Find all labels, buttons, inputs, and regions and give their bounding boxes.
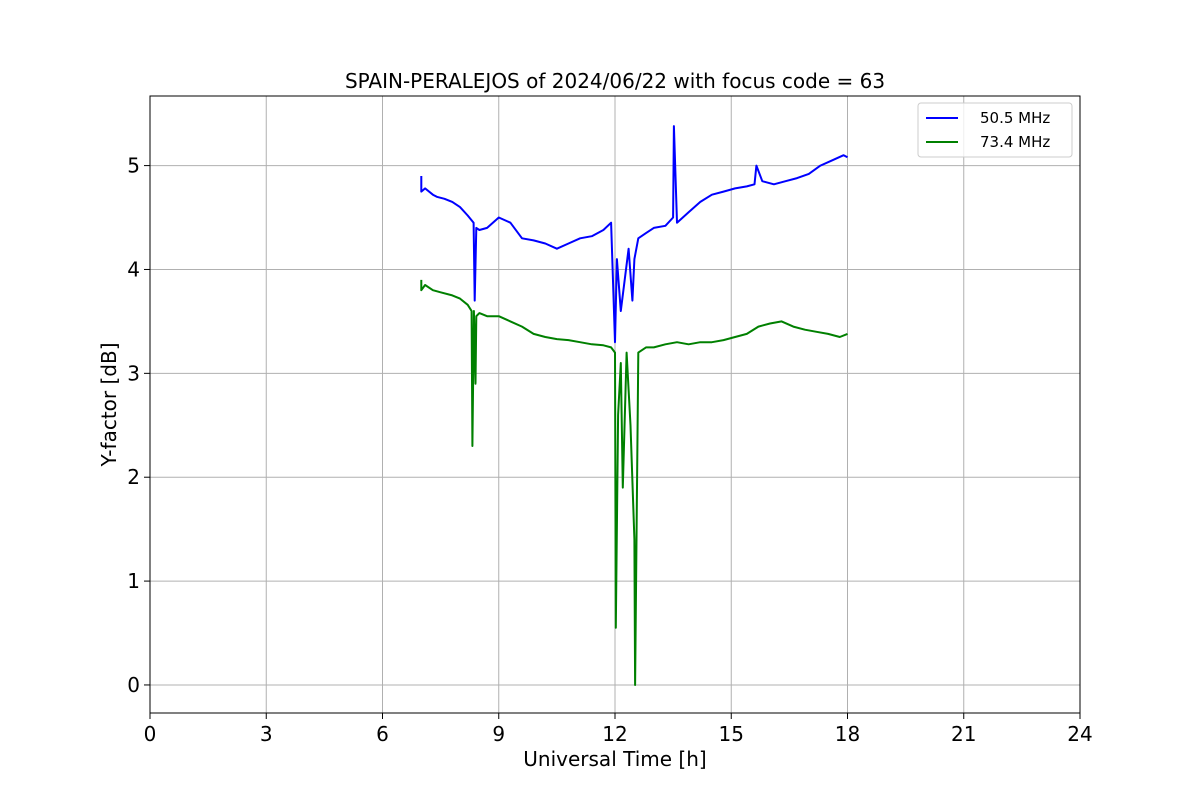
y-tick-label: 4: [127, 257, 140, 281]
x-tick-label: 18: [835, 722, 860, 746]
legend-label: 73.4 MHz: [980, 133, 1050, 151]
legend: 50.5 MHz 73.4 MHz: [917, 102, 1073, 158]
y-axis-label: Y-factor [dB]: [97, 342, 121, 467]
legend-box: [917, 102, 1073, 158]
x-tick-label: 6: [376, 722, 389, 746]
series-layer: [420, 125, 848, 686]
x-tick-label: 15: [719, 722, 744, 746]
y-tick-label: 0: [127, 673, 140, 697]
y-tick-label: 3: [127, 361, 140, 385]
x-tick-label: 0: [144, 722, 157, 746]
series-line-73-4-mhz: [420, 279, 848, 686]
y-tick-label: 5: [127, 154, 140, 178]
x-axis-label: Universal Time [h]: [523, 747, 706, 771]
y-tick-label: 2: [127, 465, 140, 489]
series-line-50-5-mhz: [420, 125, 848, 344]
legend-label: 50.5 MHz: [980, 109, 1050, 127]
x-tick-label: 21: [951, 722, 976, 746]
x-tick-label: 3: [260, 722, 273, 746]
y-tick-label: 1: [127, 569, 140, 593]
chart-title: SPAIN-PERALEJOS of 2024/06/22 with focus…: [345, 69, 885, 93]
x-tick-label: 12: [602, 722, 627, 746]
x-tick-label: 24: [1067, 722, 1092, 746]
x-tick-label: 9: [492, 722, 505, 746]
